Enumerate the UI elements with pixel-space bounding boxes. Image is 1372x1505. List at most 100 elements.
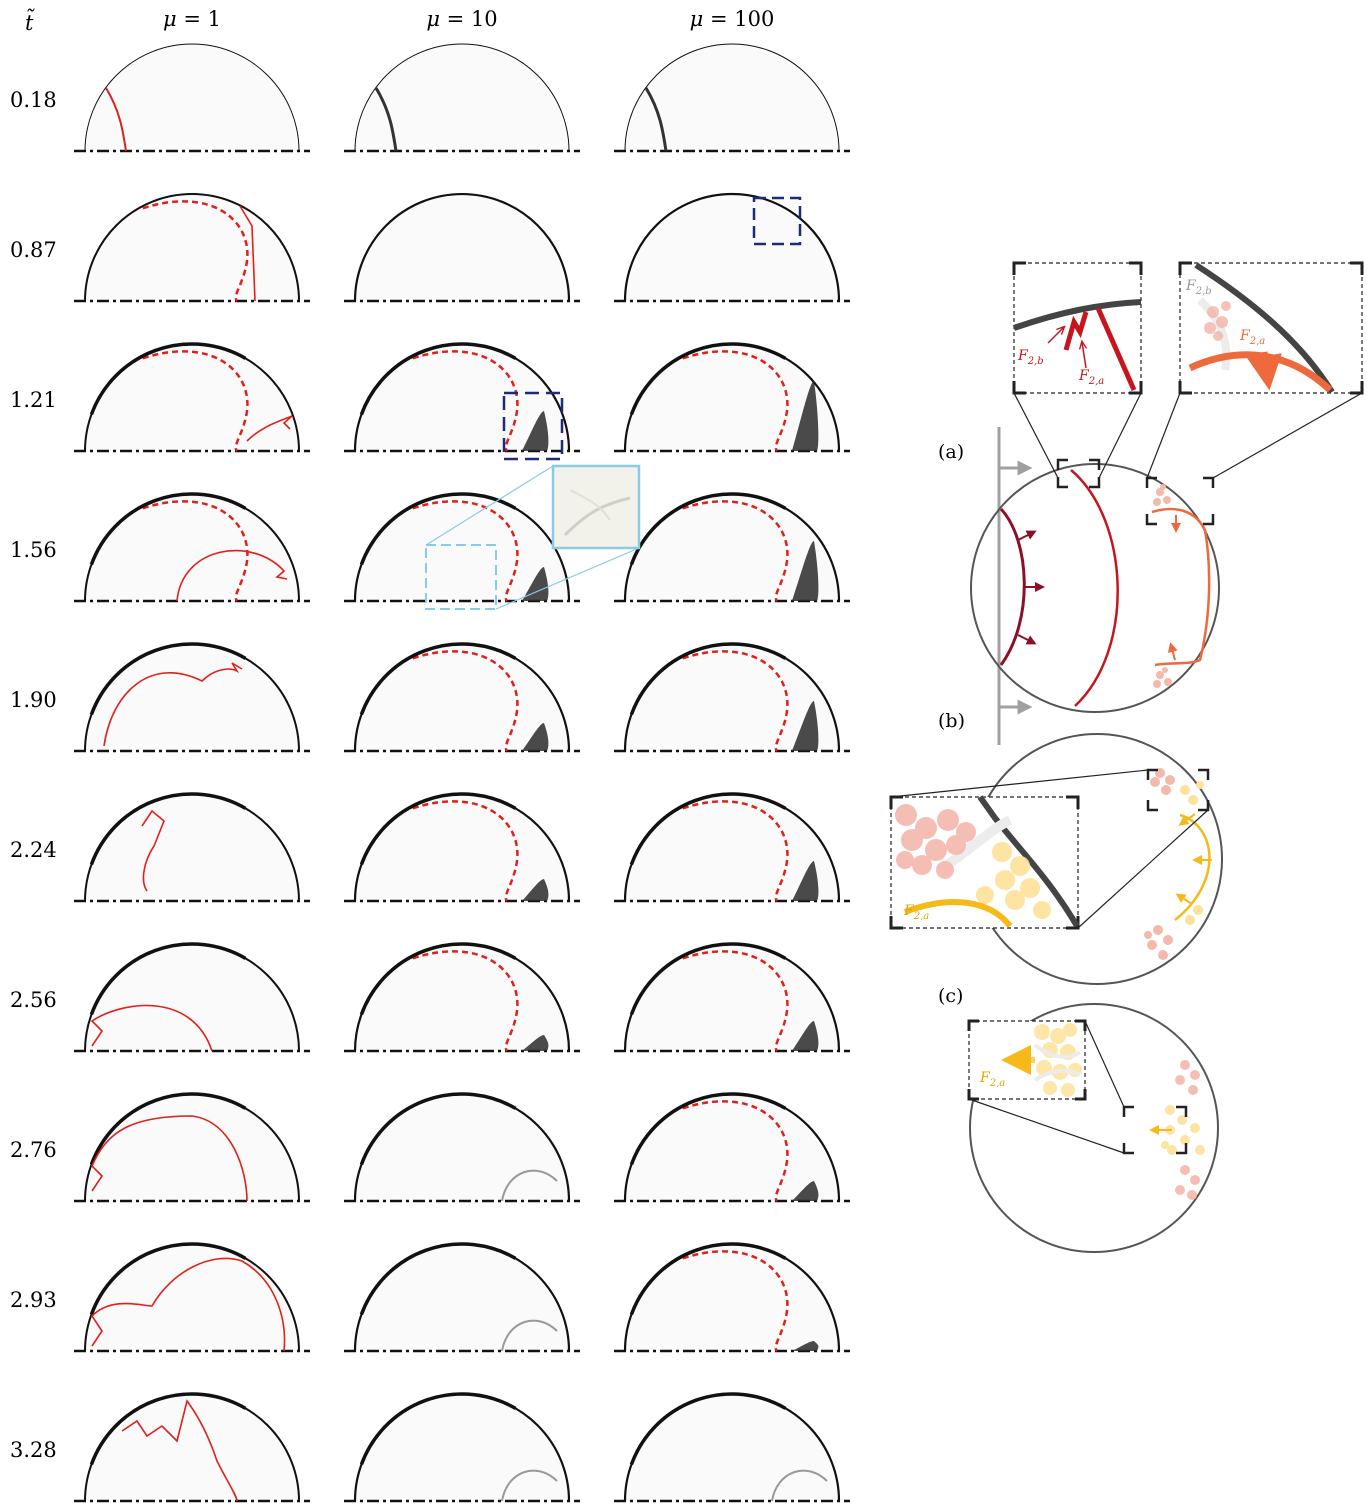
orange-arrow bbox=[1167, 642, 1178, 661]
bubble-outline bbox=[84, 493, 300, 602]
simulation-panel bbox=[344, 492, 580, 603]
compressed-interface bbox=[89, 342, 247, 416]
bubble-outline bbox=[623, 1242, 841, 1352]
simulation-panel bbox=[344, 43, 580, 153]
bubble-outline-a bbox=[970, 463, 1220, 713]
row-labels: 0.18 0.87 1.21 1.56 1.90 2.24 2.56 2.76 … bbox=[10, 88, 57, 1462]
shock-arrow bbox=[1017, 530, 1037, 541]
bubble-outline bbox=[84, 1243, 300, 1352]
initial-interface bbox=[682, 350, 789, 452]
bubble-outline bbox=[84, 43, 300, 152]
initial-interface bbox=[682, 650, 789, 752]
simulation-panel bbox=[344, 942, 580, 1053]
compressed-interface bbox=[89, 1392, 247, 1466]
bubble-outline bbox=[624, 43, 840, 152]
transmitted-shock bbox=[644, 87, 668, 152]
compressed-interface bbox=[629, 492, 787, 566]
simulation-panel bbox=[614, 492, 850, 603]
bubble-outline bbox=[84, 793, 300, 902]
leader-line bbox=[1013, 392, 1059, 479]
zoom-insets bbox=[425, 196, 802, 610]
compressed-interface bbox=[359, 1392, 517, 1466]
jet-region bbox=[522, 411, 549, 451]
compressed-interface bbox=[629, 1092, 787, 1166]
column-header-mu-1: μ = 1 bbox=[163, 7, 221, 31]
simulation-panel bbox=[614, 192, 850, 303]
leader-line bbox=[890, 769, 1149, 798]
compressed-interface bbox=[89, 1092, 247, 1166]
transmitted-shock bbox=[999, 507, 1026, 666]
inset-c: F2,a bbox=[967, 1019, 1087, 1101]
bubble-outline bbox=[354, 43, 570, 152]
label-f2a-yellow-c: F2,a bbox=[979, 1070, 1005, 1089]
inset-a-right: F2,b F2,a bbox=[1178, 261, 1364, 395]
simulation-panel bbox=[344, 792, 580, 903]
row-label-5: 2.24 bbox=[10, 838, 57, 862]
simulation-panel bbox=[74, 193, 310, 303]
column-headers: μ = 1 μ = 10 μ = 100 bbox=[163, 7, 774, 31]
leader-line bbox=[1077, 809, 1209, 929]
compressed-interface bbox=[629, 942, 787, 1016]
jet-region bbox=[522, 879, 549, 901]
column-header-mu-10: μ = 10 bbox=[426, 7, 497, 31]
compressed-interface bbox=[359, 492, 517, 566]
bubble-outline bbox=[353, 942, 571, 1052]
simulation-panel bbox=[74, 1392, 310, 1503]
simulation-panel bbox=[614, 792, 850, 903]
inset-b: F2,a bbox=[889, 795, 1080, 930]
zoom-box-mu10-t156-source bbox=[425, 544, 497, 610]
simulation-panel bbox=[344, 1092, 580, 1203]
compressed-interface bbox=[89, 942, 247, 1016]
orange-wave bbox=[1151, 507, 1211, 667]
row-label-7: 2.76 bbox=[10, 1138, 57, 1162]
jet-region bbox=[792, 1021, 819, 1051]
bubble-outline bbox=[623, 1092, 841, 1202]
jet-region bbox=[792, 381, 819, 451]
simulation-panel bbox=[614, 342, 850, 453]
zoom-box-mu100-t087 bbox=[752, 196, 802, 246]
shock-fan bbox=[103, 662, 243, 747]
simulation-panel bbox=[344, 1242, 580, 1353]
shock-fan bbox=[246, 415, 293, 442]
initial-interface bbox=[412, 650, 519, 752]
compressed-interface bbox=[359, 1092, 517, 1166]
shock-fan bbox=[239, 205, 256, 302]
panel-label-b: (b) bbox=[938, 710, 965, 732]
yellow-wave bbox=[1174, 813, 1211, 921]
initial-interface bbox=[682, 950, 789, 1052]
shock-fan bbox=[121, 1399, 238, 1502]
simulation-panel bbox=[614, 43, 850, 153]
jet-region bbox=[522, 1035, 549, 1051]
initial-interface bbox=[682, 1100, 789, 1202]
row-label-0: 0.18 bbox=[10, 88, 57, 112]
compressed-interface bbox=[89, 792, 247, 866]
row-label-1: 0.87 bbox=[10, 238, 57, 262]
label-f2a-orange: F2,a bbox=[1239, 328, 1265, 347]
jet-region bbox=[792, 1341, 819, 1351]
zoom-connector bbox=[425, 465, 554, 546]
simulation-panels bbox=[74, 43, 850, 1503]
compressed-interface bbox=[629, 792, 787, 866]
simulation-panel bbox=[74, 792, 310, 903]
label-f2b-a: F2,b bbox=[1017, 348, 1044, 367]
droplet-cluster-c bbox=[1161, 1060, 1205, 1200]
jet-region bbox=[792, 541, 819, 601]
initial-interface bbox=[682, 800, 789, 902]
simulation-panel bbox=[614, 942, 850, 1053]
initial-interface bbox=[412, 500, 519, 602]
shock-fan bbox=[90, 1257, 286, 1352]
time-axis-symbol: t̃ bbox=[25, 8, 35, 35]
simulation-panel bbox=[614, 1392, 850, 1503]
initial-interface bbox=[142, 350, 249, 452]
transmitted-shock bbox=[374, 87, 398, 152]
simulation-panel bbox=[74, 342, 310, 453]
bubble-outline bbox=[353, 192, 571, 302]
compressed-interface bbox=[359, 942, 517, 1016]
row-label-6: 2.56 bbox=[10, 988, 57, 1012]
compressed-interface bbox=[359, 642, 517, 716]
zoom-box-feature bbox=[563, 496, 631, 537]
bubble-outline-c bbox=[969, 1003, 1219, 1253]
compressed-interface bbox=[629, 1392, 787, 1466]
bubble-outline bbox=[353, 1092, 571, 1202]
